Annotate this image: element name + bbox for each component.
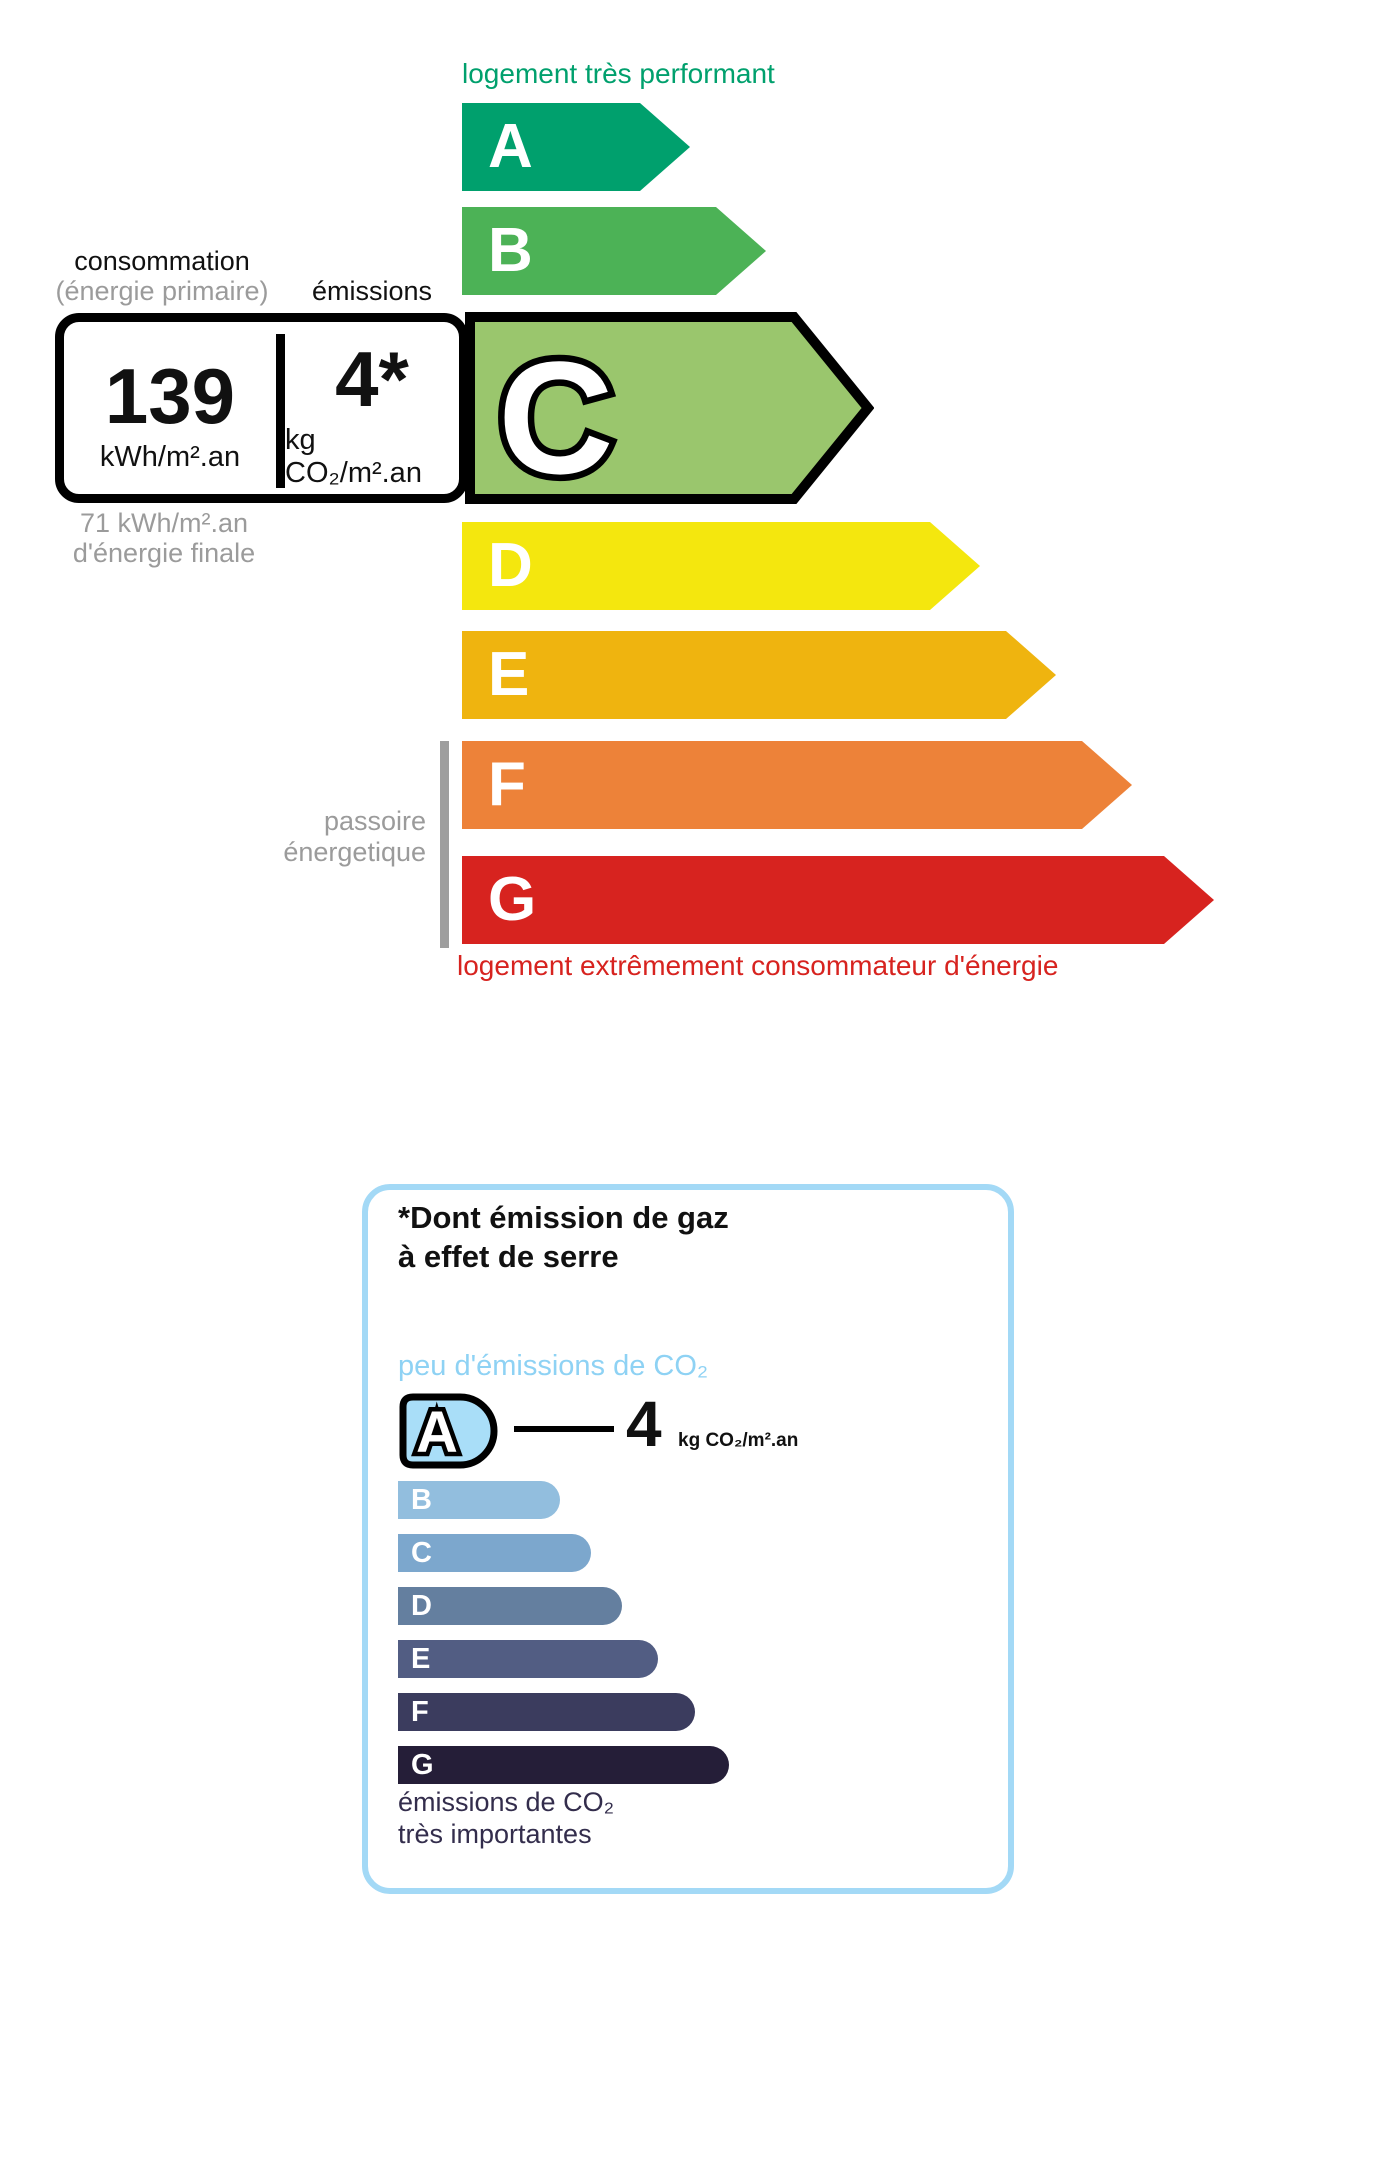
co2-class-a-shape	[399, 1393, 498, 1469]
top-performance-caption: logement très performant	[462, 58, 775, 89]
energy-class-g-letter: G	[488, 865, 537, 934]
emissions-unit: kg CO₂/m².an	[285, 424, 422, 489]
co2-class-d-bar: D	[398, 1587, 622, 1625]
energy-class-f-arrow: F	[462, 741, 1132, 829]
energy-sieve-line2: énergetique	[283, 837, 426, 867]
co2-class-d-letter: D	[411, 1589, 432, 1622]
energy-class-b-letter: B	[488, 216, 533, 285]
co2-class-e-letter: E	[411, 1642, 431, 1675]
final-energy-line2: d'énergie finale	[72, 538, 256, 568]
co2-box-title: *Dont émission de gaz à effet de serre	[398, 1198, 729, 1276]
energy-class-a-arrow: A	[462, 103, 690, 191]
high-consumption-caption: logement extrêmement consommateur d'éner…	[457, 950, 1059, 981]
energy-sieve-label: passoire énergetique	[228, 806, 426, 868]
co2-class-e-bar: E	[398, 1640, 658, 1678]
co2-class-c-letter: C	[411, 1536, 432, 1569]
co2-class-g-letter: G	[411, 1748, 434, 1781]
energy-class-g-arrow: G	[462, 856, 1214, 944]
energy-sieve-bracket-bar	[440, 741, 449, 948]
co2-class-a-letter: A	[416, 1400, 458, 1465]
energy-class-f-letter: F	[488, 750, 526, 819]
final-energy-note: 71 kWh/m².an d'énergie finale	[38, 508, 290, 568]
final-energy-line1: 71 kWh/m².an	[79, 508, 249, 538]
co2-class-c-bar: C	[398, 1534, 591, 1572]
energy-class-e-arrow: E	[462, 631, 1056, 719]
energy-class-c-arrow-current: C	[465, 312, 874, 505]
energy-class-e-letter: E	[488, 640, 530, 709]
co2-value-unit: kg CO₂/m².an	[678, 1430, 799, 1451]
co2-class-b-bar: B	[398, 1481, 560, 1519]
co2-class-b-letter: B	[411, 1483, 432, 1516]
emissions-cell: 4* kg CO₂/m².an	[285, 322, 459, 494]
co2-high-caption-line2: très importantes	[398, 1819, 592, 1849]
consumption-cell: 139 kWh/m².an	[64, 322, 276, 494]
co2-class-f-letter: F	[411, 1695, 429, 1728]
emissions-header: émissions	[311, 276, 433, 306]
energy-class-b-arrow: B	[462, 207, 766, 295]
co2-class-g-bar: G	[398, 1746, 729, 1784]
co2-value-connector-line	[514, 1426, 614, 1432]
energy-class-c-shape	[465, 312, 874, 504]
co2-high-caption: émissions de CO₂ très importantes	[398, 1786, 614, 1850]
energy-class-d-arrow: D	[462, 522, 980, 610]
consumption-value: 139	[104, 351, 236, 440]
rating-values-box: 139 kWh/m².an 4* kg CO₂/m².an	[55, 313, 468, 503]
co2-value: 4	[626, 1388, 662, 1460]
co2-box-title-line2: à effet de serre	[398, 1239, 619, 1274]
energy-class-d-letter: D	[488, 531, 533, 600]
co2-box-title-line1: *Dont émission de gaz	[398, 1200, 729, 1235]
energy-class-a-letter: A	[488, 112, 533, 181]
values-divider	[276, 334, 285, 488]
co2-high-caption-line1: émissions de CO₂	[398, 1787, 615, 1817]
consumption-header: consommation	[74, 246, 250, 276]
co2-class-f-bar: F	[398, 1693, 695, 1731]
energy-class-c-letter: C	[498, 328, 614, 505]
co2-low-caption: peu d'émissions de CO₂	[398, 1350, 709, 1382]
consumption-unit: kWh/m².an	[99, 440, 241, 473]
energy-sieve-line1: passoire	[323, 806, 426, 836]
emissions-value: 4*	[335, 335, 409, 423]
consumption-subheader: (énergie primaire)	[55, 276, 269, 306]
co2-class-a-marker-current: A	[399, 1393, 498, 1470]
